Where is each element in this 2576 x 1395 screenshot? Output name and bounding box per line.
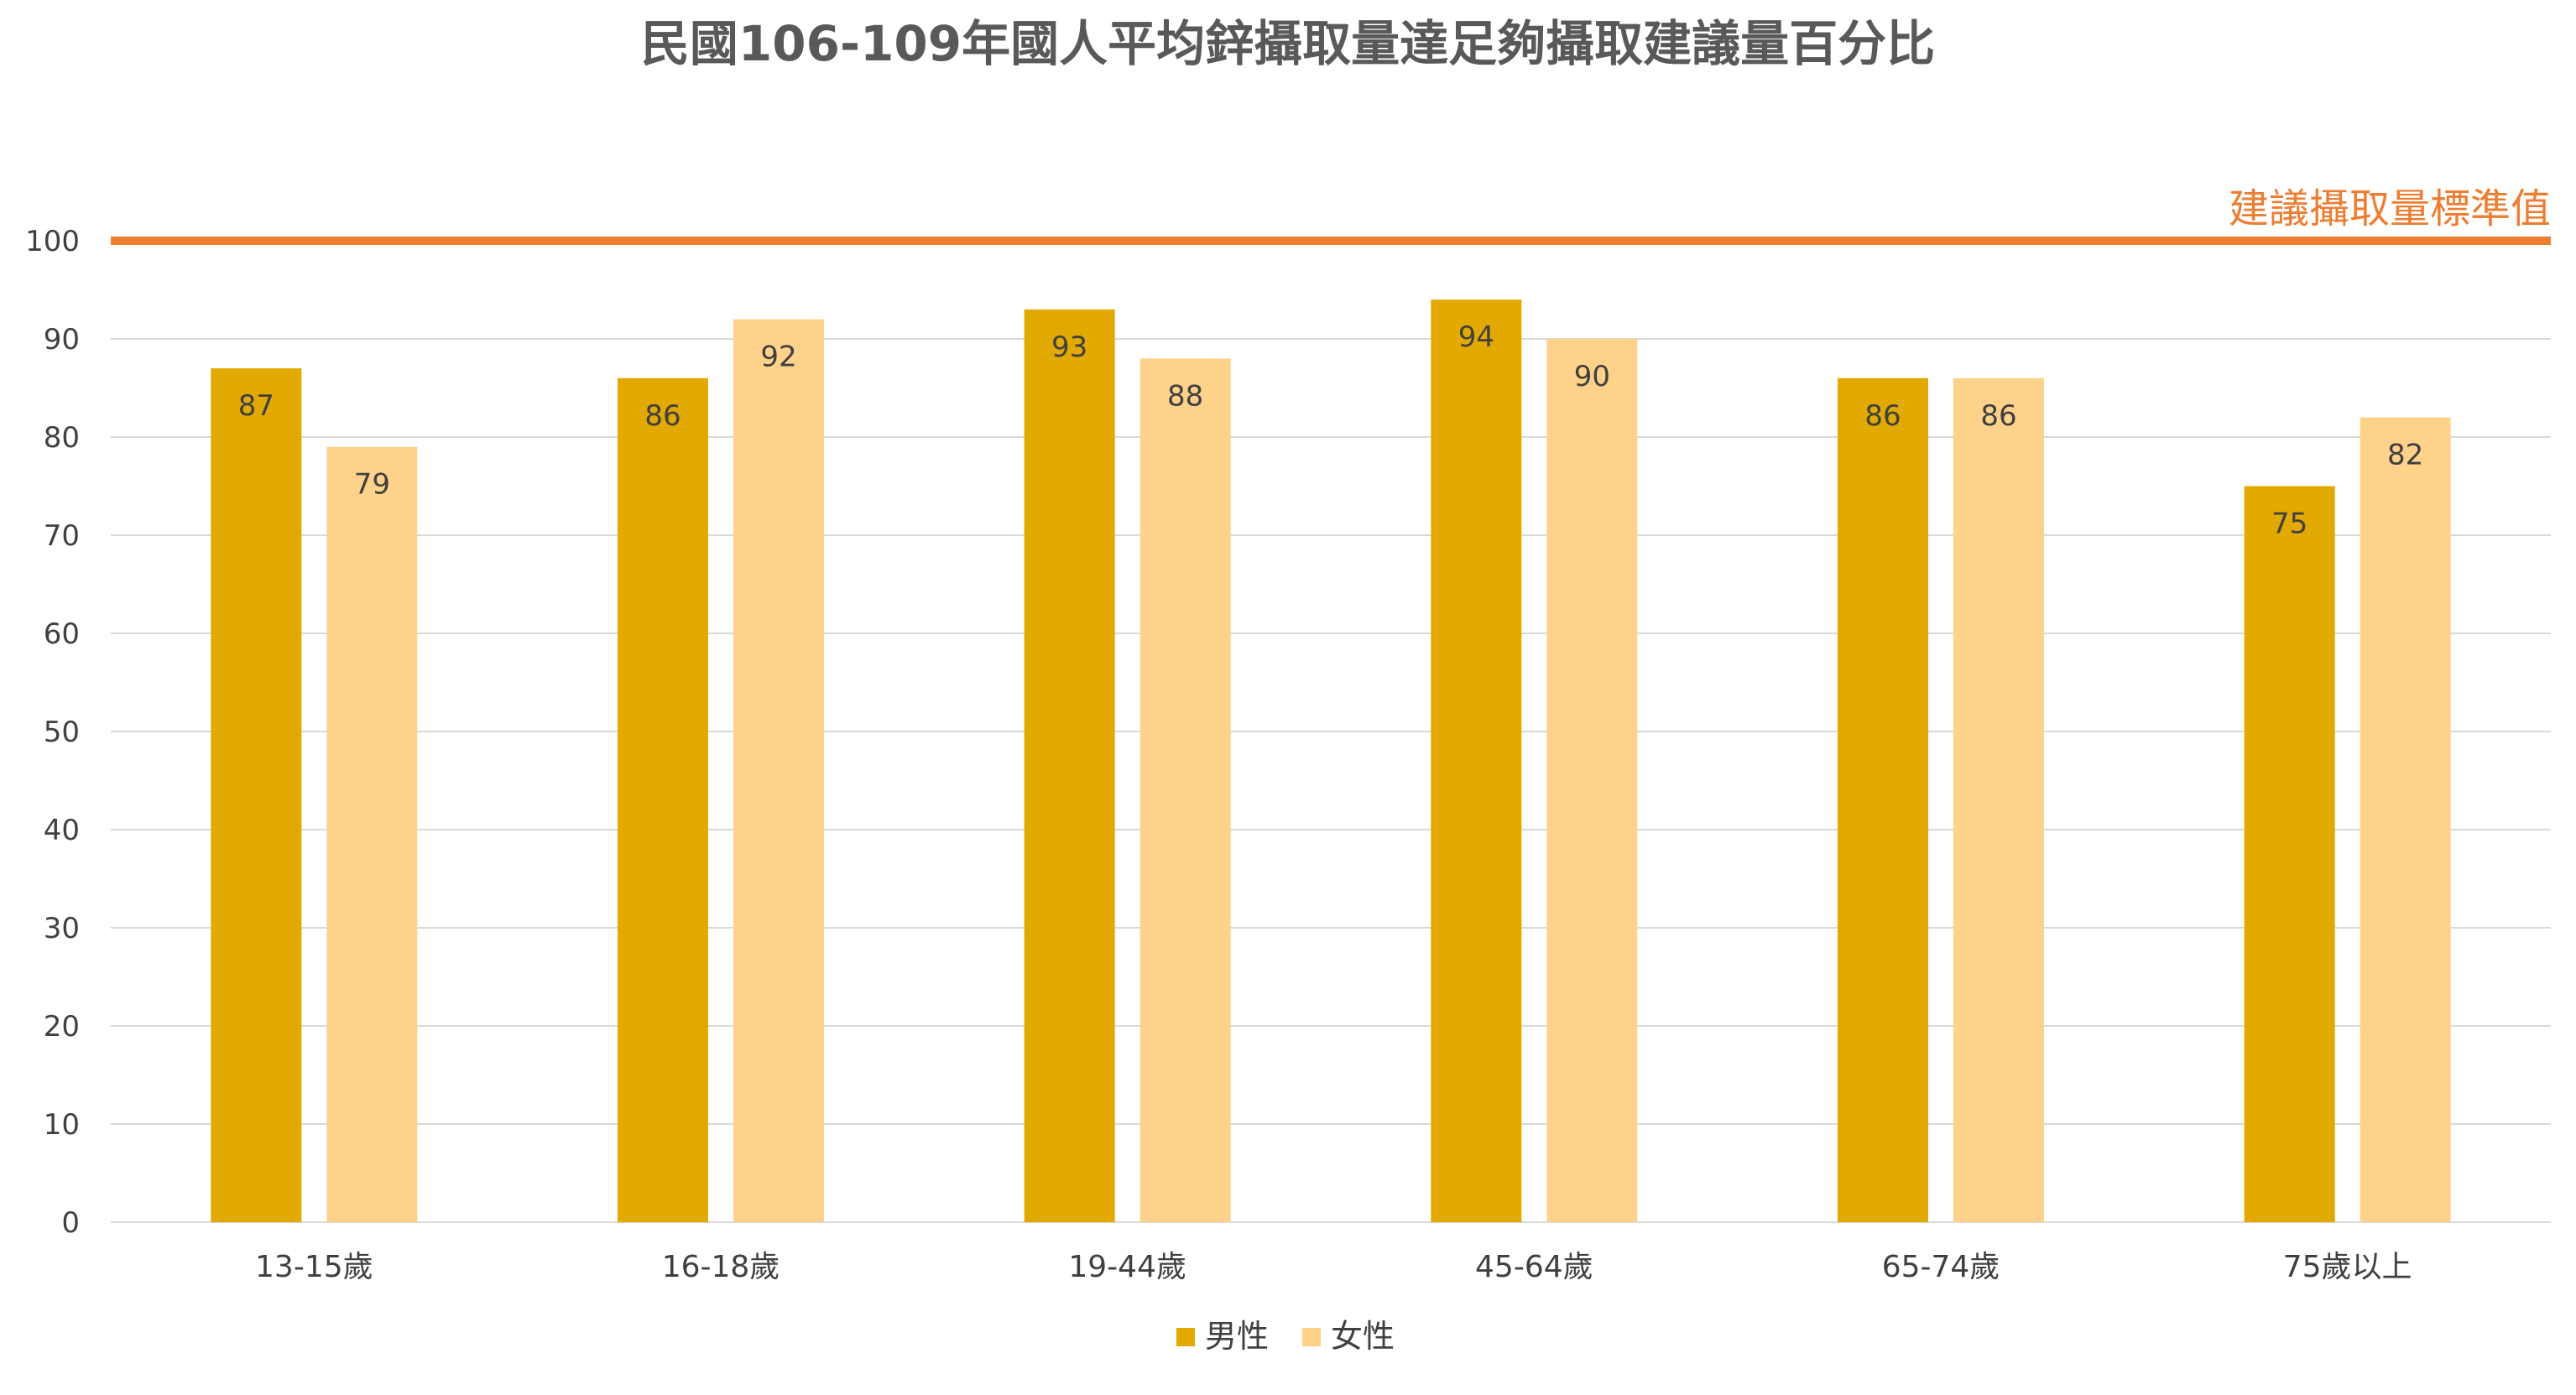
legend-label: 女性 xyxy=(1331,1318,1395,1355)
y-tick-label: 50 xyxy=(44,716,80,749)
data-label: 86 xyxy=(1864,399,1901,433)
y-tick-label: 20 xyxy=(44,1010,80,1044)
y-tick-label: 90 xyxy=(44,323,80,357)
data-label: 88 xyxy=(1167,379,1203,413)
data-labels: 87 79 86 92 93 88 94 90 86 86 75 82 xyxy=(238,320,2424,540)
x-tick-label: 65-74歲 xyxy=(1882,1250,2000,1284)
bar xyxy=(1431,299,1522,1223)
x-axis-ticks: 13-15歲 16-18歲 19-44歲 45-64歲 65-74歲 75歲以上 xyxy=(255,1250,2412,1284)
y-tick-label: 40 xyxy=(44,814,80,847)
data-label: 92 xyxy=(760,341,796,374)
x-tick-label: 13-15歲 xyxy=(255,1250,373,1284)
x-tick-label: 19-44歲 xyxy=(1068,1250,1186,1284)
bar xyxy=(733,319,824,1223)
x-tick-label: 16-18歲 xyxy=(662,1250,780,1284)
legend: 男性 女性 xyxy=(1176,1318,1395,1355)
x-tick-label: 75歲以上 xyxy=(2283,1250,2412,1284)
data-label: 86 xyxy=(644,399,681,433)
bar xyxy=(1953,377,2044,1222)
bar xyxy=(1838,377,1928,1222)
bar xyxy=(1024,309,1115,1222)
y-tick-label: 30 xyxy=(44,912,80,945)
y-tick-label: 60 xyxy=(44,617,80,651)
x-tick-label: 45-64歲 xyxy=(1475,1250,1593,1284)
bars xyxy=(211,299,2451,1223)
reference-line-label: 建議攝取量標準值 xyxy=(2229,185,2551,232)
data-label: 75 xyxy=(2271,508,2307,541)
data-label: 93 xyxy=(1051,331,1087,364)
bar xyxy=(618,377,708,1222)
y-axis-ticks: 0 10 20 30 40 50 60 70 80 90 100 xyxy=(25,225,80,1240)
bar xyxy=(1139,358,1231,1222)
legend-swatch xyxy=(1302,1328,1321,1346)
bar xyxy=(2244,486,2335,1222)
y-tick-label: 0 xyxy=(61,1206,80,1240)
bar xyxy=(211,368,302,1223)
data-label: 82 xyxy=(2387,439,2423,472)
gridlines xyxy=(111,338,2551,1223)
bar xyxy=(2360,417,2451,1223)
chart-title: 民國106-109年國人平均鋅攝取量達足夠攝取建議量百分比 xyxy=(641,15,1935,72)
legend-label: 男性 xyxy=(1205,1318,1269,1355)
y-tick-label: 100 xyxy=(25,225,80,258)
reference-line-group: 建議攝取量標準值 xyxy=(111,185,2551,245)
data-label: 86 xyxy=(1980,399,2016,433)
bar xyxy=(1546,339,1638,1222)
y-tick-label: 10 xyxy=(44,1108,80,1142)
legend-swatch xyxy=(1176,1328,1195,1346)
bar xyxy=(326,446,418,1222)
y-tick-label: 70 xyxy=(44,519,80,553)
data-label: 79 xyxy=(354,468,390,502)
data-label: 94 xyxy=(1458,320,1494,354)
data-label: 90 xyxy=(1574,360,1610,393)
y-tick-label: 80 xyxy=(44,421,80,455)
data-label: 87 xyxy=(238,389,274,423)
